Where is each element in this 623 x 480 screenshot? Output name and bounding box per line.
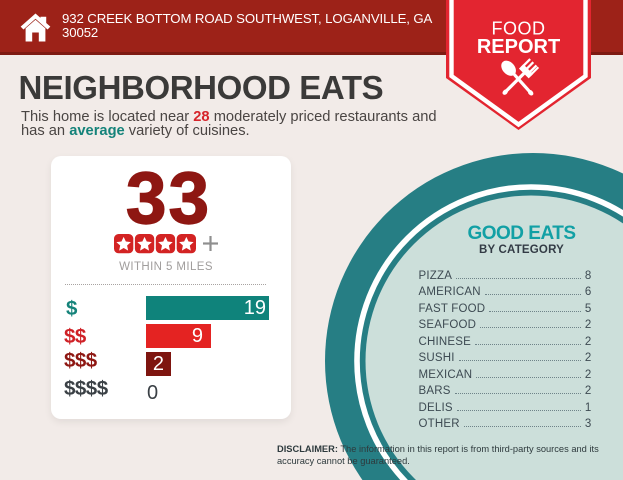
svg-text:FOOD: FOOD bbox=[492, 19, 546, 39]
svg-text:REPORT: REPORT bbox=[477, 36, 560, 58]
